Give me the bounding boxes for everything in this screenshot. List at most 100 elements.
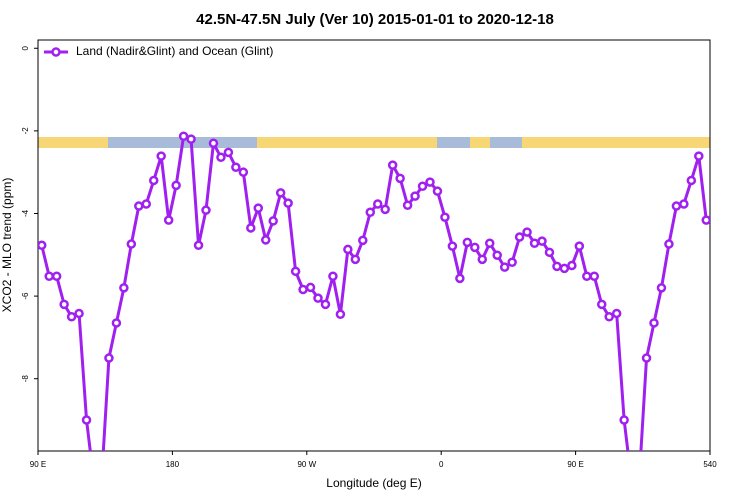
data-point [552, 261, 562, 272]
data-point [432, 186, 443, 196]
x-tick-label: 180 [166, 460, 180, 469]
data-point [402, 200, 413, 210]
data-point [305, 282, 316, 293]
data-point [91, 478, 98, 485]
plot-frame [37, 39, 711, 452]
data-point [604, 312, 614, 322]
x-tick-label: 90 E [30, 460, 46, 469]
data-point [66, 312, 77, 322]
legend-marker [51, 47, 61, 57]
data-point [163, 215, 174, 225]
chart-title: 42.5N-47.5N July (Ver 10) 2015-01-01 to … [196, 11, 554, 28]
y-axis-label: XCO2 - MLO trend (ppm) [0, 178, 14, 313]
data-point [589, 271, 600, 282]
data-point [694, 151, 704, 161]
data-point [335, 309, 346, 320]
data-point [268, 216, 278, 226]
data-point [283, 198, 293, 208]
data-point [582, 271, 592, 282]
y-tick-label: -8 [21, 375, 30, 383]
data-point [447, 241, 458, 251]
data-point [365, 207, 376, 217]
data-point [628, 478, 635, 485]
data-point [641, 353, 652, 363]
data-point [171, 180, 181, 191]
data-point [216, 152, 226, 163]
data-point [298, 284, 308, 295]
data-point [440, 212, 450, 222]
x-tick-label: 0 [439, 460, 444, 469]
data-point [462, 237, 473, 248]
data-point [574, 241, 585, 251]
data-point [38, 240, 47, 251]
data-point [410, 191, 420, 201]
data-point [223, 147, 234, 158]
data-point [395, 173, 405, 184]
data-point [492, 250, 502, 260]
data-point [231, 162, 241, 172]
data-point [455, 273, 465, 284]
data-point [664, 239, 674, 249]
data-point [290, 266, 301, 277]
data-point [636, 478, 643, 485]
data-point [619, 415, 629, 425]
data-point [425, 177, 435, 187]
data-point [275, 188, 286, 198]
data-point [380, 204, 390, 215]
x-tick-label: 540 [703, 460, 717, 469]
data-point [246, 223, 256, 233]
data-point [111, 318, 122, 328]
data-point [313, 293, 323, 303]
data-point [537, 236, 547, 246]
y-tick-label: 0 [21, 45, 30, 50]
data-point [51, 271, 62, 282]
data-point [343, 244, 353, 255]
x-axis-label: Longitude (deg E) [326, 476, 421, 490]
data-point [686, 175, 697, 186]
data-point [477, 254, 488, 265]
data-point [387, 160, 398, 170]
data-point [544, 247, 555, 258]
data-point [372, 199, 383, 209]
data-point [44, 271, 54, 282]
data-point [484, 238, 495, 248]
data-point [507, 257, 517, 267]
data-point [59, 299, 69, 310]
data-point [104, 353, 114, 363]
data-point [126, 239, 137, 249]
data-point [74, 308, 84, 319]
data-point [81, 415, 92, 425]
data-point [156, 151, 166, 161]
y-tick-label: -4 [21, 209, 30, 217]
data-point [417, 181, 428, 191]
data-point [499, 262, 510, 272]
data-point [238, 167, 249, 177]
data-point [701, 215, 710, 225]
data-point [328, 271, 338, 282]
data-point [178, 131, 189, 141]
data-point [679, 199, 689, 209]
data-point [253, 203, 264, 213]
data-point [119, 283, 129, 293]
data-point [148, 175, 159, 186]
data-point [559, 263, 570, 274]
series [38, 131, 710, 485]
data-line [40, 134, 708, 451]
data-point [193, 240, 204, 251]
data-point [656, 283, 667, 293]
data-point [529, 238, 540, 248]
data-point [522, 227, 532, 237]
data-point [350, 254, 361, 265]
y-tick-label: -2 [21, 127, 30, 135]
legend-label: Land (Nadir&Glint) and Ocean (Glint) [76, 44, 273, 58]
data-point [320, 299, 331, 310]
y-tick-label: -6 [21, 292, 30, 300]
data-point [141, 199, 152, 209]
data-point [596, 299, 607, 310]
data-point [208, 138, 219, 149]
data-point [358, 235, 368, 246]
data-point [567, 260, 577, 271]
data-point [611, 308, 622, 319]
x-tick-label: 90 W [297, 460, 316, 469]
